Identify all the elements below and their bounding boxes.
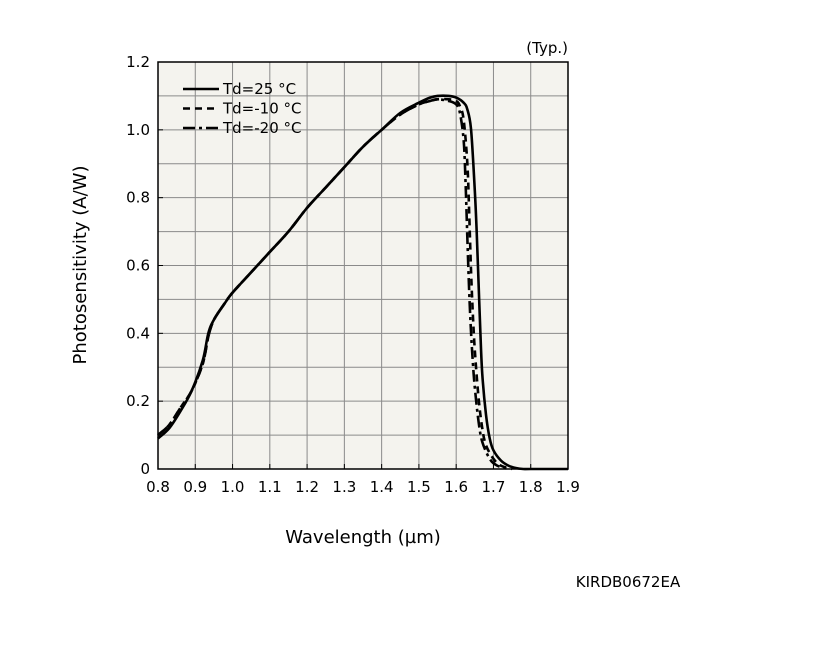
- x-tick-label: 1.7: [482, 478, 506, 496]
- x-axis-title: Wavelength (µm): [285, 527, 441, 548]
- typical-note: (Typ.): [526, 39, 568, 57]
- x-axis-ticks: 0.8 0.9 1.0 1.1 1.2 1.3 1.4 1.5 1.6 1.7 1.8 1.9: [146, 464, 580, 496]
- y-tick-label: 0.2: [126, 392, 150, 410]
- y-tick-label: 1.2: [126, 53, 150, 71]
- figure-code: KIRDB0672EA: [576, 573, 681, 591]
- x-tick-label: 1.8: [519, 478, 543, 496]
- x-tick-label: 0.9: [183, 478, 207, 496]
- x-tick-label: 1.1: [258, 478, 282, 496]
- y-axis-title: Photosensitivity (A/W): [70, 166, 91, 365]
- legend-label: Td=-20 °C: [222, 119, 302, 137]
- grid-lines: [158, 62, 568, 469]
- y-tick-label: 0.6: [126, 257, 150, 275]
- legend-label: Td=25 °C: [222, 80, 296, 98]
- legend-label: Td=-10 °C: [222, 100, 302, 118]
- x-tick-label: 0.8: [146, 478, 170, 496]
- y-tick-label: 0.8: [126, 189, 150, 207]
- x-tick-label: 1.0: [221, 478, 245, 496]
- x-tick-label: 1.4: [370, 478, 394, 496]
- y-axis-ticks: 0 0.2 0.4 0.6 0.8 1.0 1.2: [126, 53, 163, 478]
- x-tick-label: 1.5: [407, 478, 431, 496]
- series-curves: [157, 94, 568, 471]
- legend: Td=25 °C Td=-10 °CTd=-20 °C: [183, 80, 302, 137]
- x-tick-label: 1.9: [556, 478, 580, 496]
- x-tick-label: 1.3: [332, 478, 356, 496]
- x-tick-label: 1.6: [444, 478, 468, 496]
- series-line-3: [157, 98, 509, 471]
- y-tick-label: 1.0: [126, 121, 150, 139]
- x-tick-label: 1.2: [295, 478, 319, 496]
- y-tick-label: 0.4: [126, 324, 150, 342]
- y-tick-label: 0: [140, 460, 150, 478]
